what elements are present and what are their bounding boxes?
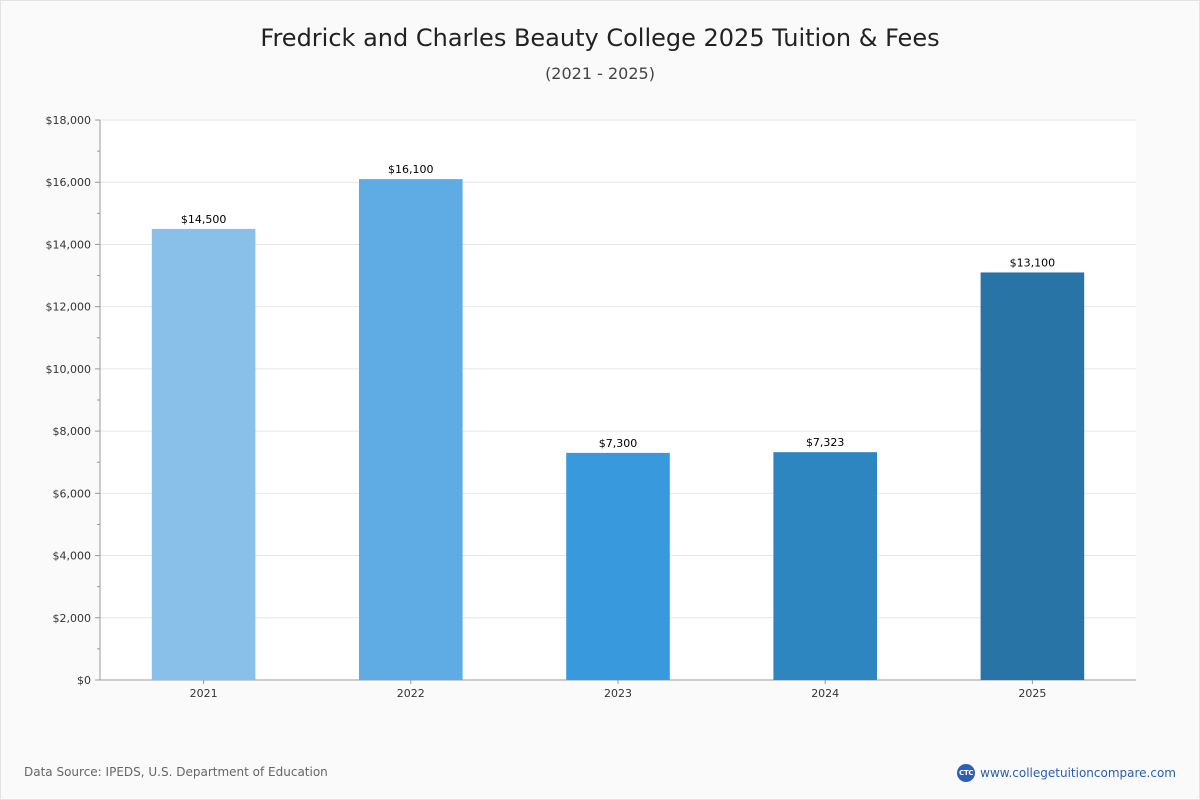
y-tick-label: $16,000	[46, 176, 92, 189]
x-tick-label-2025: 2025	[1018, 687, 1046, 700]
data-label-2022: $16,100	[388, 163, 434, 176]
chart-title: Fredrick and Charles Beauty College 2025…	[260, 24, 940, 52]
y-tick-label: $4,000	[53, 550, 92, 563]
y-tick-label: $10,000	[46, 363, 92, 376]
bar-2025	[980, 272, 1085, 680]
data-label-2025: $13,100	[1010, 256, 1056, 269]
chart-subtitle: (2021 - 2025)	[545, 64, 655, 83]
brand-url[interactable]: www.collegetuitioncompare.com	[980, 766, 1176, 780]
bar-2022	[359, 179, 463, 680]
x-tick-label-2023: 2023	[604, 687, 632, 700]
y-tick-label: $18,000	[46, 114, 92, 127]
y-tick-label: $12,000	[46, 301, 92, 314]
y-tick-label: $14,000	[46, 238, 92, 251]
data-label-2021: $14,500	[181, 213, 227, 226]
data-label-2023: $7,300	[599, 437, 638, 450]
brand-logo-icon: CTC	[957, 764, 976, 782]
data-label-2024: $7,323	[806, 436, 845, 449]
y-tick-label: $0	[77, 674, 91, 687]
data-source-note: Data Source: IPEDS, U.S. Department of E…	[24, 765, 328, 779]
bar-2024	[773, 452, 877, 680]
brand-link[interactable]: CTC www.collegetuitioncompare.com	[957, 764, 1176, 782]
x-tick-label-2021: 2021	[190, 687, 218, 700]
bar-2021	[151, 228, 256, 680]
x-tick-label-2024: 2024	[811, 687, 839, 700]
y-tick-label: $6,000	[53, 487, 92, 500]
bar-2023	[566, 452, 670, 680]
x-tick-label-2022: 2022	[397, 687, 425, 700]
y-tick-label: $2,000	[53, 612, 92, 625]
y-tick-label: $8,000	[53, 425, 92, 438]
